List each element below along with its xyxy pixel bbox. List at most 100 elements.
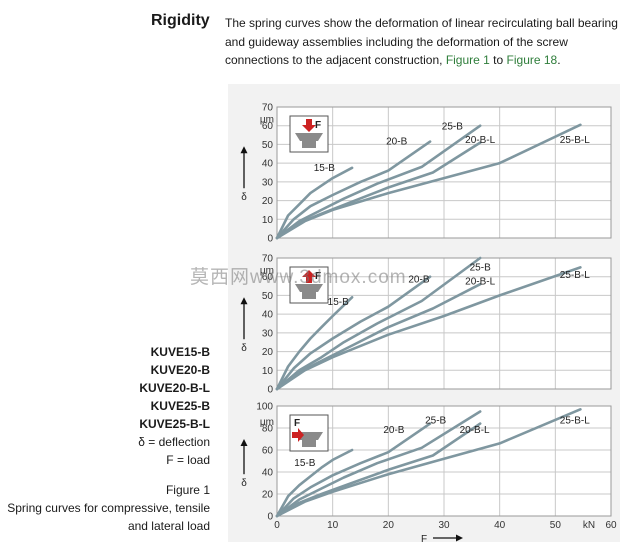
spring-curve-20-B	[275, 275, 432, 391]
product-name: KUVE25-B-L	[139, 417, 210, 431]
y-tick-label: 30	[262, 328, 274, 339]
product-name: KUVE20-B	[150, 363, 210, 377]
y-tick-label: 40	[262, 310, 274, 321]
spring-curve-20-B	[275, 422, 432, 518]
x-tick-label: 30	[438, 520, 450, 531]
intro-text-end: .	[557, 53, 561, 67]
y-tick-label: 30	[262, 177, 274, 188]
x-tick-label: 20	[383, 520, 395, 531]
y-tick-label: 0	[267, 385, 273, 396]
spring-curve-25-B	[275, 410, 482, 518]
curve-label: 15-B	[328, 297, 349, 308]
intro-text-middle: to	[489, 53, 507, 67]
spring-curve-25-B-L	[275, 408, 582, 518]
section-heading: Rigidity	[151, 12, 210, 29]
y-axis-label: δ	[241, 478, 247, 489]
y-tick-label: 20	[262, 196, 274, 207]
y-tick-label: 50	[262, 140, 274, 151]
x-axis-label: F	[421, 534, 427, 545]
y-tick-label: 50	[262, 291, 274, 302]
legend-load: F = load	[166, 453, 210, 467]
y-tick-label: 60	[262, 121, 274, 132]
spring-curve-20-B-L	[275, 282, 482, 391]
y-unit-label: μm	[260, 266, 274, 277]
spring-curve-25-B-L	[275, 266, 582, 391]
curve-label: 20-B	[386, 137, 407, 148]
curve-label: 20-B-L	[465, 276, 495, 287]
x-unit-label: kN	[583, 520, 595, 531]
figure-description: and lateral load	[127, 519, 210, 533]
y-axis-arrowhead	[240, 439, 248, 446]
spring-curve-20-B	[275, 140, 432, 240]
curve-label: 25-B-L	[560, 415, 590, 426]
curve-label: 25-B-L	[560, 135, 590, 146]
figure-caption: KUVE15-B KUVE20-B KUVE20-B-L KUVE25-B KU…	[7, 343, 210, 535]
figure-18-link[interactable]: Figure 18	[506, 53, 558, 67]
product-name: KUVE20-B-L	[139, 381, 210, 395]
curve-label: 15-B	[294, 458, 315, 469]
lateral-load-icon-rail	[302, 440, 316, 447]
y-axis-arrowhead	[240, 146, 248, 154]
product-name: KUVE25-B	[150, 399, 210, 413]
y-axis-label: δ	[241, 192, 247, 203]
tensile-load-icon-rail	[302, 292, 316, 299]
x-axis-arrowhead	[456, 534, 463, 542]
spring-curve-15-B	[275, 448, 354, 518]
spring-curve-20-B-L	[275, 141, 482, 240]
curve-label: 25-B	[442, 122, 463, 133]
force-icon-label: F	[315, 120, 321, 131]
figure-label: Figure 1	[165, 483, 210, 497]
legend-deflection: δ = deflection	[138, 435, 210, 449]
tensile-load-icon-carriage	[295, 284, 323, 292]
y-unit-label: μm	[260, 115, 274, 126]
spring-curve-25-B-L	[275, 123, 582, 240]
curve-label: 20-B-L	[460, 425, 490, 436]
y-tick-label: 40	[262, 468, 274, 479]
plot-frame	[276, 405, 612, 517]
curve-label: 25-B-L	[560, 270, 590, 281]
plot-frame	[276, 106, 612, 239]
curve-label: 20-B	[408, 275, 429, 286]
curve-label: 20-B-L	[465, 135, 495, 146]
y-tick-label: 70	[262, 254, 274, 265]
curve-label: 20-B	[383, 425, 404, 436]
spring-curve-15-B	[275, 166, 354, 240]
spring-curve-25-B	[275, 256, 482, 391]
spring-curve-15-B	[275, 296, 354, 391]
compressive-load-icon-carriage	[295, 133, 323, 141]
y-tick-label: 10	[262, 215, 274, 226]
y-tick-label: 100	[256, 402, 273, 413]
compressive-load-icon-arrow	[302, 119, 316, 132]
lateral-load-icon-arrow	[292, 428, 304, 442]
curve-label: 25-B	[470, 262, 491, 273]
y-tick-label: 10	[262, 366, 274, 377]
y-tick-label: 0	[267, 512, 273, 523]
curve-label: 25-B	[425, 415, 446, 426]
x-tick-label: 0	[274, 520, 280, 531]
y-tick-label: 70	[262, 103, 274, 114]
y-tick-label: 80	[262, 424, 274, 435]
x-tick-label: 50	[550, 520, 562, 531]
curve-label: 15-B	[314, 163, 335, 174]
y-axis-arrowhead	[240, 297, 248, 305]
compressive-load-icon-rail	[302, 141, 316, 148]
plot-frame	[276, 257, 612, 390]
y-tick-label: 60	[262, 446, 274, 457]
y-tick-label: 60	[262, 272, 274, 283]
x-tick-label: 40	[494, 520, 506, 531]
y-tick-label: 40	[262, 159, 274, 170]
watermark: 莫西网www.3dmox.com	[190, 267, 407, 288]
force-icon-label: F	[315, 271, 321, 282]
y-axis-label: δ	[241, 343, 247, 354]
product-name: KUVE15-B	[150, 345, 210, 359]
y-tick-label: 20	[262, 347, 274, 358]
figure-description: Spring curves for compressive, tensile	[7, 501, 210, 515]
figure-1-link[interactable]: Figure 1	[445, 53, 490, 67]
intro-paragraph: The spring curves show the deformation o…	[225, 14, 623, 70]
tensile-load-icon-arrow	[302, 270, 316, 283]
y-tick-label: 20	[262, 490, 274, 501]
intro-text: The spring curves show the deformation o…	[225, 16, 618, 67]
x-tick-label: 60	[605, 520, 617, 531]
force-icon-label: F	[294, 418, 300, 429]
